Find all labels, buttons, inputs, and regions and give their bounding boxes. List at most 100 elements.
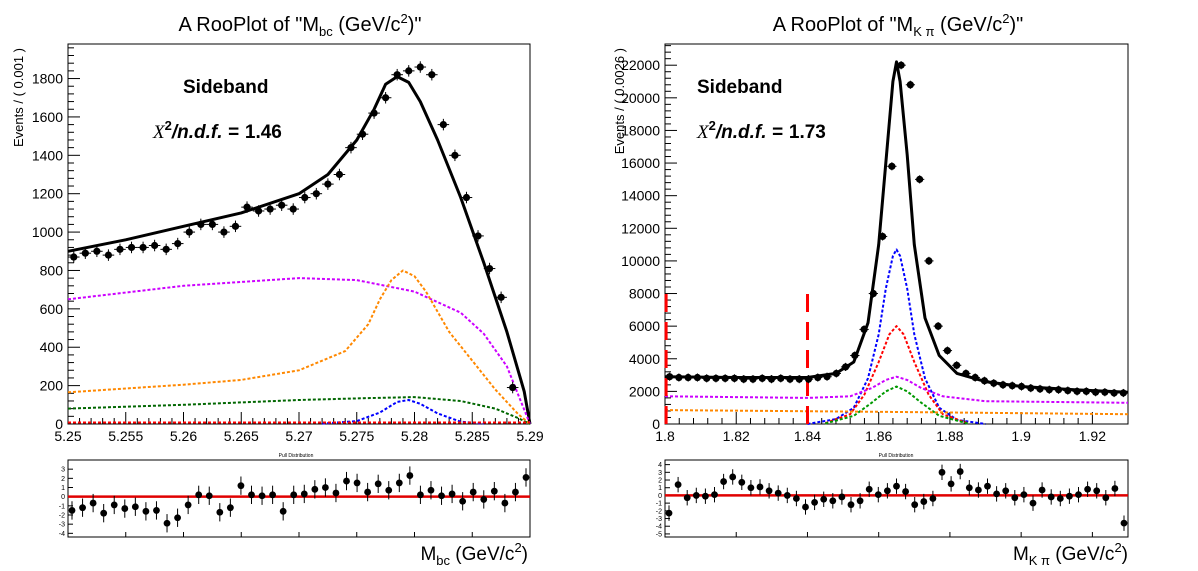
mbc-pull-y-tick-label: -3 xyxy=(59,522,65,529)
mbc-data-point xyxy=(79,247,92,259)
mbc-data-point xyxy=(506,381,519,394)
mkpi-y-tick-label: 18000 xyxy=(621,122,660,138)
mbc-pull-point xyxy=(121,499,129,518)
mbc-x-tick-label: 5.26 xyxy=(170,428,197,444)
mbc-pull-point xyxy=(269,485,277,504)
mkpi-pull-point xyxy=(902,483,909,500)
mkpi-data-point xyxy=(1053,385,1064,394)
mbc-x-tick-label: 5.265 xyxy=(224,428,259,444)
mkpi-data-point xyxy=(998,380,1008,389)
mbc-pull-y-tick-label: 2 xyxy=(61,476,65,483)
mbc-chi2: X2/n.d.f. = 1.46 xyxy=(152,118,282,143)
mkpi-pull-point xyxy=(692,487,700,504)
mkpi-pull-point xyxy=(1002,483,1010,499)
mkpi-fit-curve-0 xyxy=(664,60,1129,394)
mkpi-pull-point xyxy=(1084,481,1091,497)
mbc-data-point xyxy=(148,239,161,252)
mbc-pull-point xyxy=(131,497,139,516)
mkpi-data-point xyxy=(1016,382,1027,391)
mbc-fit-curve-2 xyxy=(67,269,531,425)
mkpi-pull-point xyxy=(893,478,900,494)
mbc-pull-point xyxy=(163,514,171,533)
mkpi-pull-point xyxy=(820,491,828,507)
mbc-data-point xyxy=(483,262,496,275)
mkpi-pull-point xyxy=(838,489,846,505)
mbc-x-tick-label: 5.285 xyxy=(455,428,490,444)
mkpi-pull-point xyxy=(747,480,755,496)
mkpi-pull-point xyxy=(938,464,946,481)
mkpi-data-point xyxy=(748,375,758,384)
mbc-pull-point xyxy=(406,466,414,485)
mbc-x-tick-label: 5.28 xyxy=(401,428,428,444)
mbc-pull-point xyxy=(480,490,488,509)
mkpi-data-point xyxy=(739,375,749,384)
mkpi-data-point xyxy=(840,362,851,371)
mbc-pull-point xyxy=(79,498,86,517)
mkpi-pull-point xyxy=(947,476,955,492)
mkpi-annotation: Sideband xyxy=(697,77,783,98)
mkpi-data-point xyxy=(1026,384,1036,393)
mkpi-fit-curve-3 xyxy=(664,375,1129,404)
mbc-pull-point xyxy=(321,478,329,497)
mbc-data-point xyxy=(275,199,288,211)
mkpi-data-point xyxy=(683,373,693,382)
mkpi-data-point xyxy=(859,325,869,334)
mkpi-pull-point xyxy=(874,486,882,503)
mbc-data-point xyxy=(125,241,138,254)
mbc-data-point xyxy=(287,203,299,215)
mkpi-fit-curve-4 xyxy=(825,385,968,425)
mkpi-pull-point xyxy=(1020,486,1028,503)
mkpi-y-tick-label: 16000 xyxy=(621,155,660,171)
mkpi-data-point xyxy=(813,373,823,382)
mbc-pull-point xyxy=(100,504,108,523)
mkpi-pull-y-tick-label: -3 xyxy=(656,516,662,523)
mkpi-y-tick-label: 14000 xyxy=(621,188,660,204)
mbc-data-point xyxy=(160,243,172,256)
mkpi-data-point xyxy=(1072,387,1082,396)
mkpi-x-tick-label: 1.82 xyxy=(723,428,750,444)
mkpi-data-point xyxy=(1109,388,1119,398)
mbc-fit-curve-4 xyxy=(322,399,484,425)
mbc-data-point xyxy=(379,91,392,104)
mbc-pull-y-tick-label: 3 xyxy=(61,467,65,474)
mbc-pull-point xyxy=(300,484,308,504)
mbc-pull-point xyxy=(364,482,372,502)
mbc-data-point xyxy=(102,249,115,261)
mbc-pull-point xyxy=(490,482,498,501)
mbc-pull-point xyxy=(248,485,255,504)
mkpi-y-tick-label: 12000 xyxy=(621,220,660,236)
mkpi-pull-y-tick-label: 4 xyxy=(658,462,662,469)
mkpi-y-tick-label: 2000 xyxy=(629,383,660,399)
mbc-y-tick-label: 1200 xyxy=(32,186,63,202)
mkpi-pull-point xyxy=(1029,495,1037,511)
mkpi-pull-point xyxy=(1075,486,1082,503)
mbc-y-tick-label: 1400 xyxy=(32,147,63,163)
mbc-data-point xyxy=(472,230,484,242)
mbc-pull-point xyxy=(512,482,519,502)
mbc-fit-curve-1 xyxy=(67,277,531,425)
mkpi-pull-y-tick-label: 3 xyxy=(658,470,662,477)
mbc-data-point xyxy=(449,149,461,162)
mkpi-pull-point xyxy=(847,496,855,513)
mbc-fit-curve-3 xyxy=(67,396,531,425)
mkpi-data-point xyxy=(942,346,953,355)
mkpi-x-axis-label: MK π (GeV/c2) xyxy=(1013,540,1128,568)
mkpi-pull-point xyxy=(829,493,837,509)
mkpi-pull-y-tick-label: 2 xyxy=(658,478,662,485)
mkpi-data-point xyxy=(794,375,804,384)
mkpi-x-tick-label: 1.92 xyxy=(1079,428,1106,444)
mkpi-pull-point xyxy=(720,473,727,490)
mkpi-pull-y-tick-label: -2 xyxy=(656,508,662,515)
mbc-y-tick-label: 0 xyxy=(55,416,63,432)
mbc-data-point xyxy=(414,61,427,73)
mkpi-pull-point xyxy=(920,493,928,510)
mkpi-pull-y-tick-label: -1 xyxy=(656,501,662,508)
mkpi-data-point xyxy=(1063,386,1073,395)
mkpi-pull-point xyxy=(738,474,746,491)
mkpi-data-point xyxy=(1081,387,1091,396)
mbc-data-point xyxy=(495,291,507,304)
mbc-pull-point xyxy=(353,473,361,493)
mkpi-data-point xyxy=(877,232,888,241)
mkpi-data-point xyxy=(729,374,740,383)
